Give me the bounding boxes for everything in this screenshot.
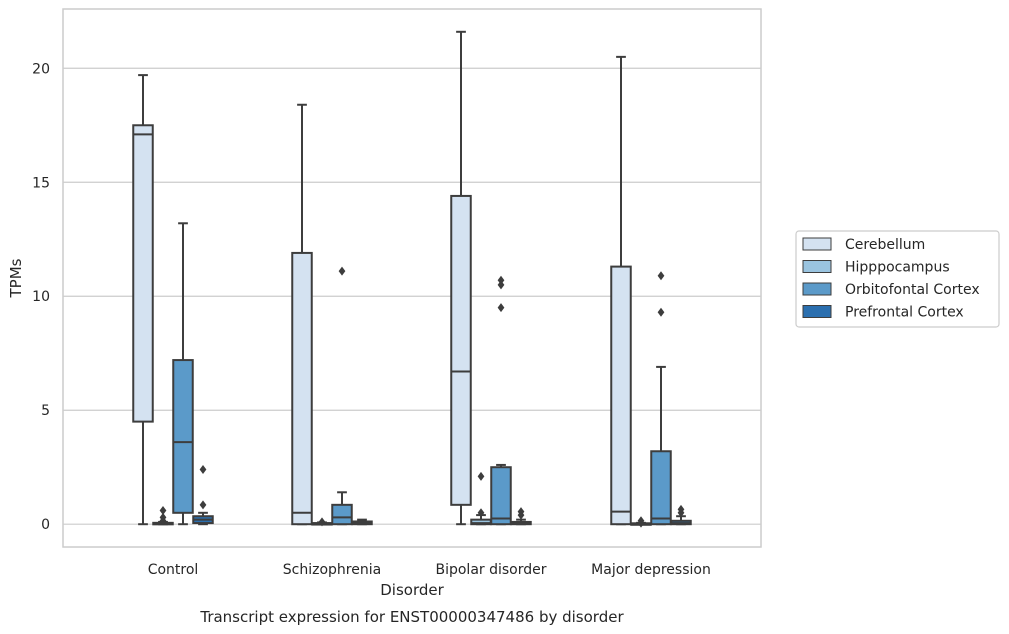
box-iqr [610, 265, 632, 526]
outlier-point [159, 516, 167, 526]
x-axis-title: Disorder [380, 581, 444, 599]
box-iqr [172, 359, 194, 514]
legend-swatch [802, 260, 832, 273]
outlier-point [657, 271, 665, 281]
box-prefrontal-cortex [670, 504, 692, 526]
box-prefrontal-cortex [192, 464, 214, 526]
box-hipppocampus [470, 471, 492, 526]
box-iqr [132, 124, 154, 423]
y-tick-label: 10 [32, 289, 50, 305]
legend-swatch [802, 305, 832, 318]
legend: Cerebellum Hipppocampus Orbitofontal Corte… [795, 230, 1000, 328]
y-tick-label: 0 [41, 517, 50, 533]
outlier-point [318, 517, 326, 527]
plot-frame [62, 8, 762, 548]
x-tick-label: Schizophrenia [283, 562, 381, 578]
box-orbitofontal-cortex [650, 271, 672, 526]
legend-label: Prefrontal Cortex [845, 305, 964, 321]
y-tick-label: 5 [41, 403, 50, 419]
box-layer [132, 30, 692, 528]
outlier-point [497, 303, 505, 313]
outlier-point [338, 266, 346, 276]
box-hipppocampus [630, 516, 652, 528]
box-cerebellum [610, 55, 632, 526]
box-iqr [490, 466, 512, 526]
box-orbitofontal-cortex [331, 266, 353, 526]
box-iqr [291, 251, 313, 526]
legend-label: Hipppocampus [845, 260, 950, 276]
box-cerebellum [450, 30, 472, 526]
x-tick-label: Major depression [591, 562, 711, 578]
legend-swatch [802, 237, 832, 251]
outlier-point [477, 471, 485, 481]
y-tick-label: 20 [32, 61, 50, 77]
legend-label: Orbitofontal Cortex [845, 282, 980, 298]
box-iqr [331, 503, 353, 526]
chart-caption: Transcript expression for ENST0000034748… [199, 608, 624, 626]
y-tick-label: 15 [32, 175, 50, 191]
box-prefrontal-cortex [510, 507, 532, 526]
outlier-point [677, 508, 685, 518]
box-iqr [450, 194, 472, 506]
y-axis-title: TPMs [7, 258, 25, 298]
outlier-point [199, 464, 207, 474]
x-tick-label: Control [148, 562, 199, 578]
outlier-point [497, 275, 505, 285]
box-orbitofontal-cortex [172, 222, 194, 526]
legend-label: Cerebellum [845, 237, 925, 253]
box-hipppocampus [311, 517, 333, 527]
outlier-point [657, 307, 665, 317]
outlier-point [159, 506, 167, 516]
tick-layer: 0 5 10 15 20 Control Schizophrenia Bipolar diso… [32, 61, 711, 578]
outlier-point [199, 500, 207, 510]
box-cerebellum [291, 103, 313, 526]
box-orbitofontal-cortex [490, 275, 512, 526]
outlier-point [517, 510, 525, 520]
outlier-point [477, 508, 485, 518]
outlier-point [637, 518, 645, 528]
box-iqr [650, 450, 672, 526]
legend-swatch [802, 282, 832, 296]
outlier-point [497, 280, 505, 290]
box-prefrontal-cortex [351, 518, 373, 526]
legend-frame [795, 230, 1000, 328]
x-tick-label: Bipolar disorder [435, 562, 546, 578]
box-cerebellum [132, 74, 154, 526]
box-hipppocampus [152, 506, 174, 526]
